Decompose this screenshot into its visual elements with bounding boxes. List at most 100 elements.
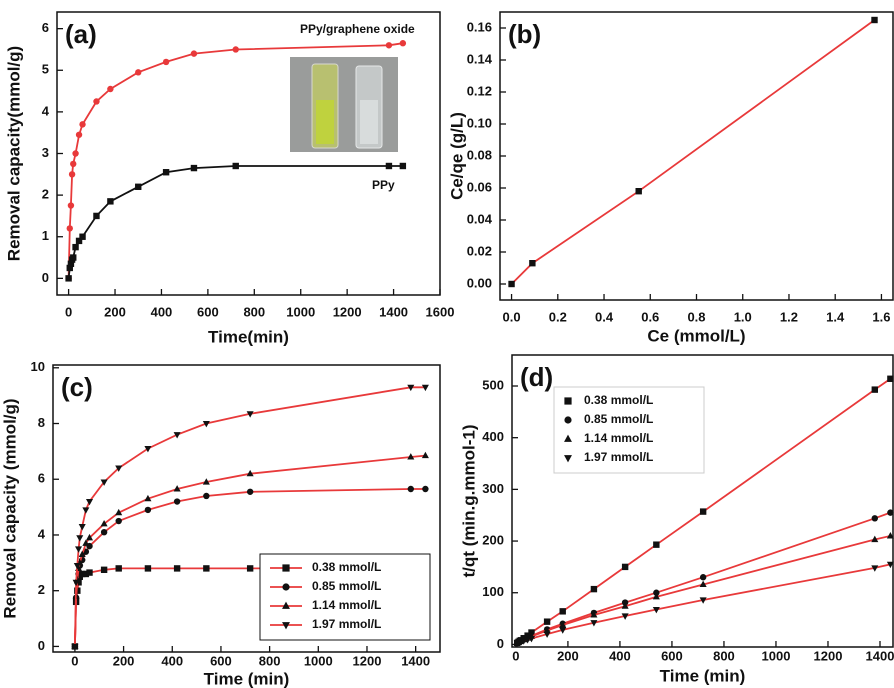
data-point [78,524,86,531]
data-point [653,589,660,596]
data-point [871,16,878,24]
data-point [144,446,152,453]
x-tick-label: 1200 [333,304,362,319]
data-point [653,541,660,548]
data-point [66,225,73,232]
x-tick-label: 800 [713,648,735,663]
y-tick-label: 0.14 [467,51,493,66]
data-point [699,580,707,588]
plot-frame [52,364,441,653]
data-point [385,42,393,49]
data-point [543,626,551,634]
plot-frame [499,11,894,301]
legend-marker [282,622,290,630]
data-point [422,485,429,493]
data-point [871,535,879,543]
panel-label: (c) [61,372,93,402]
y-tick-label: 400 [482,429,504,444]
x-axis-label: Time(min) [208,327,289,346]
y-tick-label: 6 [38,471,45,486]
x-axis-label: Ce (mmol/L) [647,326,745,345]
legend-box [553,386,705,474]
legend-marker [564,434,572,442]
y-axis-label: t/qt (min.g.mmol-1) [459,425,478,578]
data-point [528,629,535,636]
series-line [510,19,876,285]
legend-label: 0.38 mmol/L [312,560,381,574]
y-tick-label: 0.00 [467,275,492,290]
data-point [203,565,210,572]
data-point [82,570,90,578]
x-tick-label: 400 [609,648,631,663]
data-point [67,260,75,267]
x-tick-label: 0 [65,304,72,319]
x-tick-label: 1.2 [780,309,798,324]
data-point [135,69,142,76]
panel-label: (b) [508,19,541,49]
x-tick-label: 1400 [379,304,408,319]
data-point [508,280,515,288]
y-tick-label: 100 [482,584,504,599]
data-point [699,508,707,515]
panel-label: (a) [65,19,97,49]
data-point [82,507,90,514]
y-tick-label: 1 [42,228,49,243]
data-point [79,233,86,240]
data-point [72,579,80,587]
data-point [202,478,210,485]
y-tick-label: 4 [38,526,46,541]
inset-photo [290,57,398,152]
data-point [407,453,415,460]
data-point [79,121,86,128]
y-tick-label: 4 [42,103,50,118]
x-tick-label: 1.4 [826,309,845,324]
data-point [886,561,894,569]
y-tick-label: 6 [42,20,49,35]
data-point [559,621,567,628]
data-point [144,506,152,514]
y-tick-label: 0.06 [467,179,492,194]
data-point [75,131,83,138]
series-line [67,165,403,279]
data-point [871,515,878,522]
data-point [107,198,114,205]
legend-marker [282,583,290,591]
data-point [871,386,878,393]
data-point [100,528,108,536]
data-point [527,635,536,643]
data-point [407,485,414,493]
legend-label: 1.14 mmol/L [584,431,653,445]
x-tick-label: 0.4 [595,309,614,324]
x-tick-label: 800 [243,304,265,319]
series-label: PPy [372,178,395,192]
x-tick-label: 1.6 [872,309,890,324]
legend-marker [282,564,290,572]
x-tick-label: 200 [104,304,126,319]
data-point [70,160,77,168]
x-tick-label: 800 [259,653,281,668]
data-point [421,451,429,459]
data-point [173,432,181,439]
data-point [71,643,79,651]
plot-frame [511,354,894,648]
legend-label: 0.85 mmol/L [312,579,381,593]
data-point [590,620,598,627]
data-point [621,602,629,609]
data-point [652,606,660,614]
x-tick-label: 0 [512,648,519,663]
data-point [115,508,123,516]
x-tick-label: 400 [151,304,173,319]
data-point [887,375,894,382]
y-axis-label: Removal capacity (mmol/g) [0,398,19,618]
series-line [74,386,426,647]
data-point [100,479,108,486]
data-point [421,384,429,392]
data-point [621,563,629,571]
legend-label: 1.97 mmol/L [312,617,381,631]
data-point [246,469,254,477]
data-point [107,85,114,93]
data-point [173,485,181,492]
plot-frame [56,11,441,296]
x-tick-label: 1200 [814,648,843,663]
y-tick-label: 300 [482,481,504,496]
